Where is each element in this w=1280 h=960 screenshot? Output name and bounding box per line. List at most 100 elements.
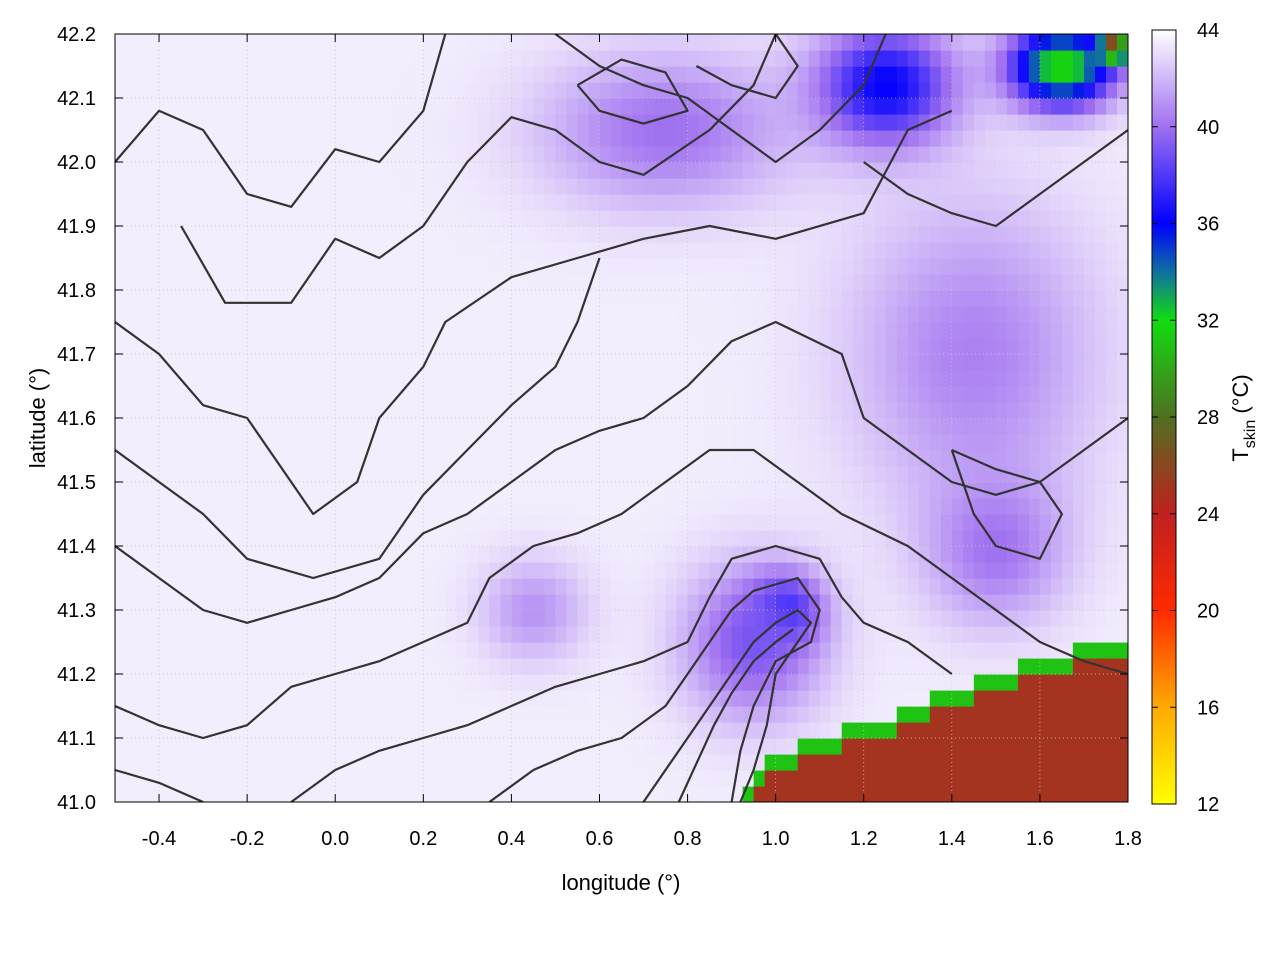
heatmap-cell: [863, 594, 876, 611]
heatmap-cell: [841, 626, 854, 643]
heatmap-cell: [357, 530, 369, 547]
heatmap-cell: [786, 194, 799, 211]
heatmap-cell: [247, 322, 259, 339]
heatmap-cell: [247, 674, 259, 691]
heatmap-cell: [643, 754, 656, 771]
heatmap-cell: [445, 354, 457, 371]
heatmap-cell: [500, 258, 512, 275]
heatmap-cell: [742, 306, 755, 323]
heatmap-cell: [170, 274, 182, 291]
heatmap-cell: [467, 498, 479, 515]
heatmap-cell: [940, 546, 953, 563]
heatmap-cell: [302, 146, 314, 163]
heatmap-cell: [302, 258, 314, 275]
heatmap-cell: [841, 562, 854, 579]
heatmap-cell: [467, 450, 479, 467]
heatmap-cell: [753, 82, 766, 99]
heatmap-cell: [885, 658, 898, 675]
heatmap-cell: [643, 498, 656, 515]
heatmap-cell: [951, 530, 964, 547]
heatmap-cell: [555, 82, 568, 99]
heatmap-cell: [170, 98, 182, 115]
heatmap-cell: [863, 386, 876, 403]
heatmap-cell: [478, 306, 490, 323]
heatmap-cell: [698, 418, 711, 435]
heatmap-cell: [610, 530, 623, 547]
heatmap-cell: [753, 130, 766, 147]
heatmap-cell: [973, 290, 986, 307]
heatmap-cell: [577, 226, 590, 243]
heatmap-cell: [313, 450, 325, 467]
heatmap-cell: [1094, 434, 1107, 451]
heatmap-cell: [291, 754, 303, 771]
heatmap-cell: [445, 578, 457, 595]
heatmap-cell: [951, 354, 964, 371]
heatmap-cell: [1083, 322, 1096, 339]
heatmap-cell: [588, 50, 601, 67]
heatmap-cell: [599, 402, 612, 419]
heatmap-cell: [126, 578, 138, 595]
heatmap-cell: [709, 386, 722, 403]
heatmap-cell: [291, 610, 303, 627]
heatmap-cell: [973, 370, 986, 387]
heatmap-cell: [841, 754, 854, 771]
heatmap-cell: [522, 658, 535, 675]
heatmap-cell: [511, 674, 524, 691]
heatmap-cell: [995, 98, 1008, 115]
heatmap-cell: [115, 210, 127, 227]
heatmap-cell: [170, 690, 182, 707]
heatmap-cell: [269, 114, 281, 131]
heatmap-cell: [786, 82, 799, 99]
heatmap-cell: [874, 82, 887, 99]
heatmap-cell: [126, 674, 138, 691]
heatmap-cell: [907, 626, 920, 643]
heatmap-cell: [643, 450, 656, 467]
heatmap-cell: [401, 370, 413, 387]
heatmap-cell: [907, 242, 920, 259]
heatmap-cell: [434, 66, 446, 83]
heatmap-cell: [1006, 210, 1019, 227]
heatmap-cell: [544, 610, 557, 627]
heatmap-cell: [555, 210, 568, 227]
heatmap-cell: [566, 658, 579, 675]
heatmap-cell: [962, 66, 975, 83]
heatmap-cell: [731, 674, 744, 691]
heatmap-cell: [940, 66, 953, 83]
heatmap-cell: [148, 434, 160, 451]
y-tick-label: 41.8: [57, 280, 96, 302]
heatmap-cell: [412, 34, 424, 51]
heatmap-cell: [324, 674, 336, 691]
heatmap-cell: [808, 114, 821, 131]
heatmap-cell: [203, 722, 215, 739]
heatmap-cell: [808, 498, 821, 515]
heatmap-cell: [192, 146, 204, 163]
heatmap-cell: [885, 434, 898, 451]
heatmap-cell: [445, 306, 457, 323]
heatmap-cell: [819, 770, 832, 787]
heatmap-cell: [588, 226, 601, 243]
heatmap-cell: [709, 114, 722, 131]
heatmap-cell: [962, 242, 975, 259]
heatmap-cell: [456, 562, 468, 579]
heatmap-cell: [654, 578, 667, 595]
heatmap-cell: [137, 162, 149, 179]
heatmap-cell: [236, 450, 248, 467]
heatmap-cell: [1039, 354, 1052, 371]
heatmap-cell: [500, 450, 512, 467]
heatmap-cell: [962, 610, 975, 627]
heatmap-cell: [148, 578, 160, 595]
heatmap-cell: [742, 50, 755, 67]
heatmap-cell: [1083, 354, 1096, 371]
heatmap-cell: [951, 290, 964, 307]
heatmap-cell: [379, 66, 391, 83]
heatmap-cell: [137, 306, 149, 323]
heatmap-cell: [247, 178, 259, 195]
heatmap-cell: [742, 530, 755, 547]
heatmap-cell: [1083, 98, 1096, 115]
heatmap-cell: [379, 418, 391, 435]
heatmap-cell: [203, 354, 215, 371]
heatmap-cell: [126, 610, 138, 627]
heatmap-cell: [1105, 290, 1118, 307]
heatmap-cell: [786, 754, 799, 771]
heatmap-cell: [665, 498, 678, 515]
